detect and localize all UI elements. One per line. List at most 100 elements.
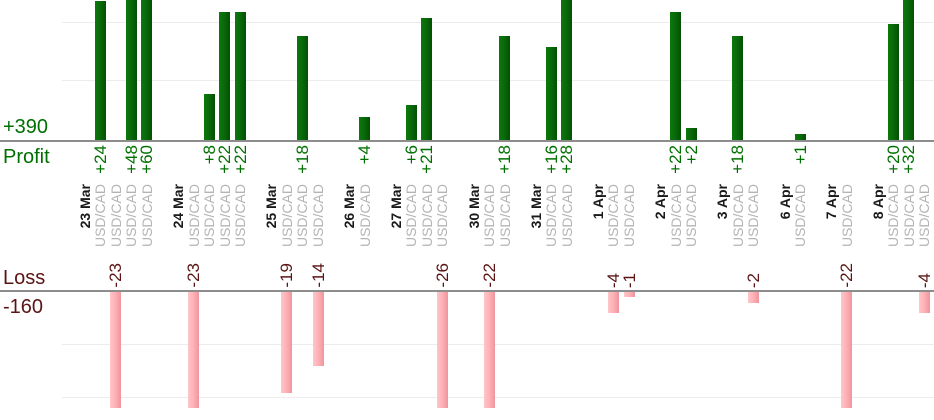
profit-value-label: +22 <box>230 145 250 174</box>
date-label: 30 Mar <box>465 184 482 229</box>
instrument-label: USD/CAD <box>123 184 140 248</box>
loss-value-label: -23 <box>106 263 126 288</box>
profit-value-label: +28 <box>557 145 577 174</box>
loss-bar[interactable] <box>483 292 495 408</box>
profit-value-label: +18 <box>292 145 312 174</box>
profit-bar[interactable] <box>670 12 682 140</box>
profit-bar[interactable] <box>499 35 511 140</box>
profit-bar[interactable] <box>94 0 106 140</box>
instrument-label: USD/CAD <box>418 184 435 248</box>
profit-bar[interactable] <box>234 12 246 140</box>
instrument-label: USD/CAD <box>356 184 373 248</box>
loss-bar[interactable] <box>841 292 853 408</box>
loss-value-label: -23 <box>184 263 204 288</box>
loss-bar[interactable] <box>607 292 619 314</box>
date-label: 2 Apr <box>652 184 669 220</box>
instrument-label: USD/CAD <box>138 184 155 248</box>
profit-value-label: +60 <box>137 145 157 174</box>
instrument-label: USD/CAD <box>201 184 218 248</box>
profit-value-label: +21 <box>417 145 437 174</box>
profit-bar[interactable] <box>219 12 231 140</box>
date-label: 24 Mar <box>170 184 187 229</box>
profit-bar[interactable] <box>903 0 915 140</box>
instrument-label: USD/CAD <box>885 184 902 248</box>
instrument-label: USD/CAD <box>278 184 295 248</box>
profit-bar[interactable] <box>421 18 433 140</box>
instrument-label: USD/CAD <box>294 184 311 248</box>
loss-axis-name: Loss <box>3 267 46 289</box>
loss-gridline-20 <box>62 397 934 398</box>
profit-bar[interactable] <box>887 24 899 140</box>
loss-gridline-10 <box>62 344 934 345</box>
profit-gridline-20 <box>62 22 934 23</box>
loss-bar[interactable] <box>747 292 759 303</box>
loss-bar[interactable] <box>281 292 293 393</box>
loss-bar[interactable] <box>110 292 122 408</box>
instrument-label: USD/CAD <box>792 184 809 248</box>
instrument-label: USD/CAD <box>900 184 917 248</box>
profit-bar[interactable] <box>545 47 557 140</box>
profit-bar[interactable] <box>685 128 697 140</box>
profit-value-label: +1 <box>790 145 810 165</box>
profit-total-label: +390 <box>3 116 49 138</box>
profit-value-label: +24 <box>90 145 110 174</box>
date-label: 23 Mar <box>76 184 93 229</box>
instrument-label: USD/CAD <box>543 184 560 248</box>
profit-bar[interactable] <box>125 0 137 140</box>
loss-bar[interactable] <box>312 292 324 367</box>
date-label: 8 Apr <box>869 184 886 220</box>
date-label: 25 Mar <box>263 184 280 229</box>
loss-bar[interactable] <box>188 292 200 408</box>
instrument-label: USD/CAD <box>310 184 327 248</box>
profit-bar[interactable] <box>794 134 806 140</box>
instrument-label: USD/CAD <box>683 184 700 248</box>
date-label: 27 Mar <box>387 184 404 229</box>
loss-value-label: -22 <box>837 263 857 288</box>
profit-bar[interactable] <box>405 105 417 140</box>
profit-bar[interactable] <box>296 35 308 140</box>
date-label: 1 Apr <box>589 184 606 220</box>
loss-axis-line <box>0 290 934 292</box>
profit-value-label: +32 <box>899 145 919 174</box>
loss-value-label: -22 <box>479 263 499 288</box>
profit-bar[interactable] <box>561 0 573 140</box>
date-label: 26 Mar <box>341 184 358 229</box>
date-label: 7 Apr <box>823 184 840 220</box>
date-label: 31 Mar <box>527 184 544 229</box>
loss-value-label: -1 <box>619 272 639 288</box>
profit-value-label: +2 <box>681 145 701 165</box>
date-label: 6 Apr <box>776 184 793 220</box>
instrument-label: USD/CAD <box>92 184 109 248</box>
loss-value-label: -14 <box>308 263 328 288</box>
loss-value-label: -26 <box>432 263 452 288</box>
instrument-label: USD/CAD <box>745 184 762 248</box>
instrument-label: USD/CAD <box>496 184 513 248</box>
instrument-label: USD/CAD <box>434 184 451 248</box>
loss-value-label: -4 <box>914 272 934 288</box>
instrument-label: USD/CAD <box>838 184 855 248</box>
instrument-label: USD/CAD <box>916 184 933 248</box>
profit-bar[interactable] <box>359 116 371 140</box>
loss-bar[interactable] <box>918 292 930 314</box>
instrument-label: USD/CAD <box>621 184 638 248</box>
instrument-label: USD/CAD <box>667 184 684 248</box>
loss-value-label: -2 <box>743 272 763 288</box>
profit-bar[interactable] <box>732 35 744 140</box>
loss-bar[interactable] <box>623 292 635 298</box>
profit-value-label: +18 <box>495 145 515 174</box>
profit-bar[interactable] <box>203 93 215 140</box>
instrument-label: USD/CAD <box>403 184 420 248</box>
instrument-label: USD/CAD <box>216 184 233 248</box>
loss-total-label: -160 <box>3 296 44 318</box>
profit-bar[interactable] <box>141 0 153 140</box>
instrument-label: USD/CAD <box>185 184 202 248</box>
instrument-label: USD/CAD <box>481 184 498 248</box>
instrument-label: USD/CAD <box>605 184 622 248</box>
loss-bar[interactable] <box>436 292 448 408</box>
profit-value-label: +18 <box>728 145 748 174</box>
instrument-label: USD/CAD <box>107 184 124 248</box>
profit-axis-name: Profit <box>3 146 50 168</box>
instrument-label: USD/CAD <box>729 184 746 248</box>
profit-value-label: +4 <box>355 145 375 165</box>
